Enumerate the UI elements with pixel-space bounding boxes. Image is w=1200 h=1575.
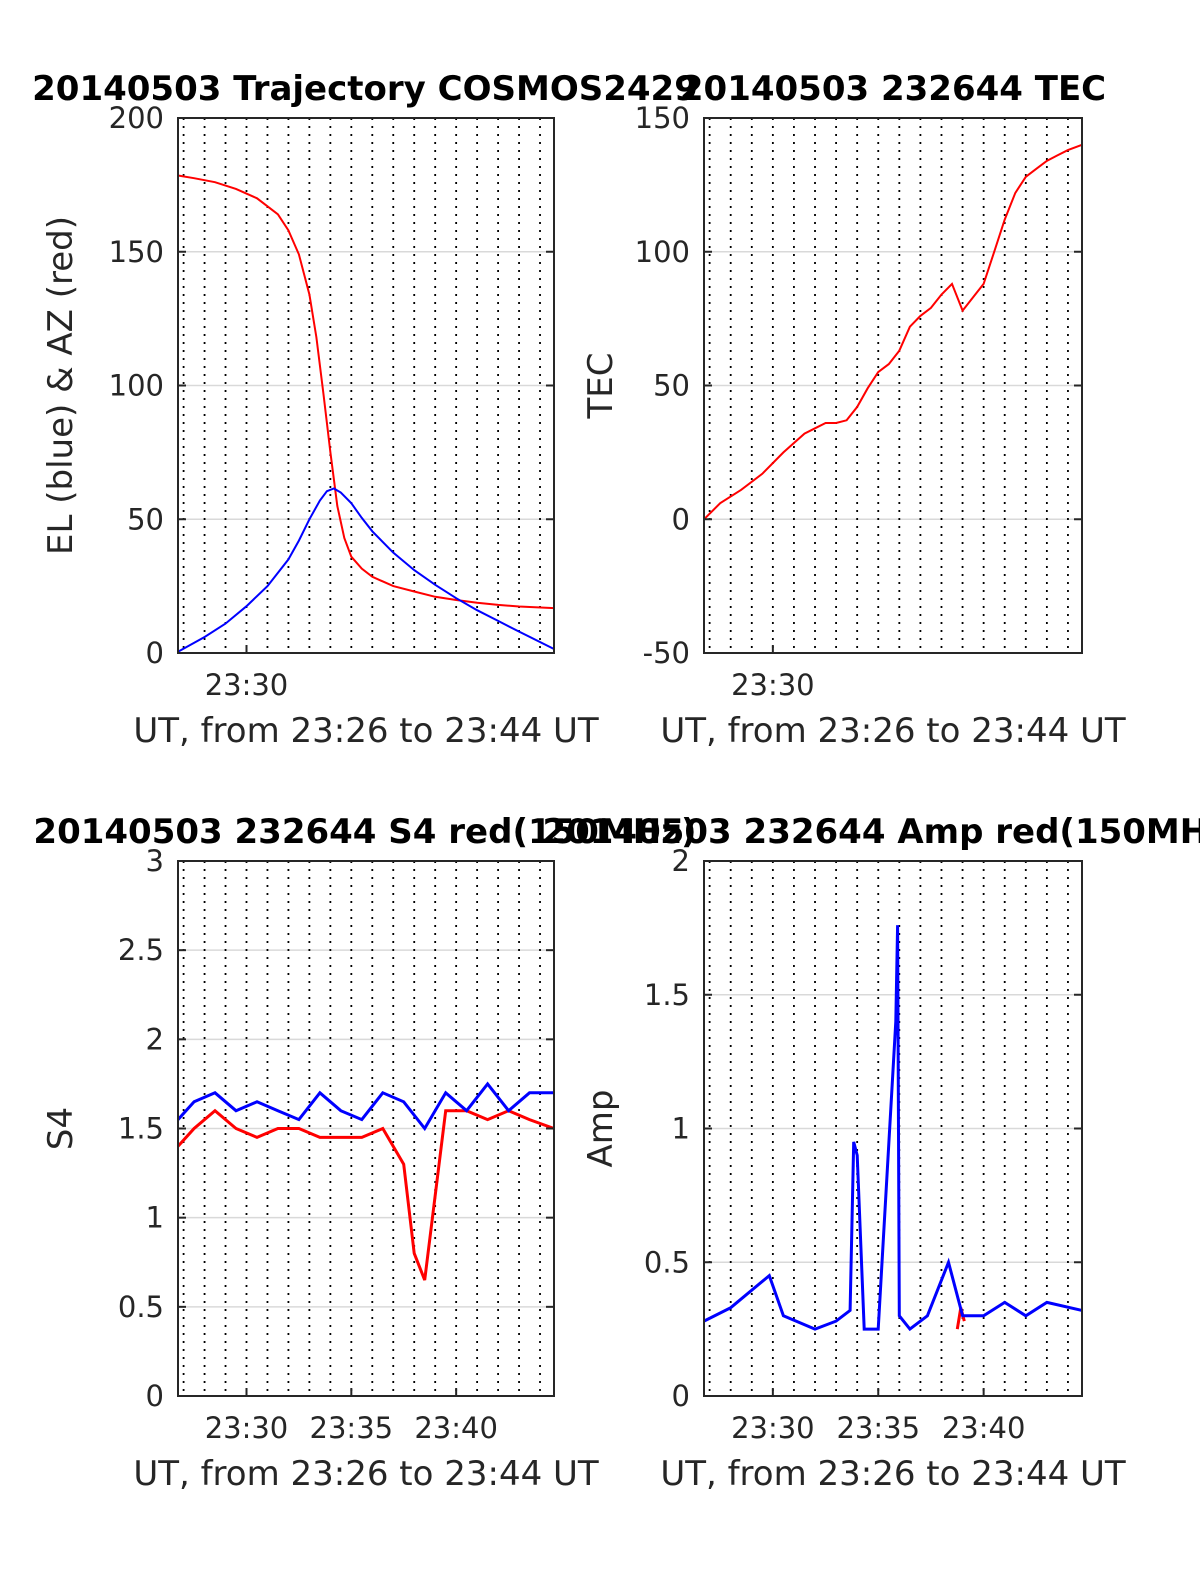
x-tick-label: 23:40 xyxy=(414,1411,498,1445)
data-series xyxy=(176,1081,555,1281)
data-series xyxy=(177,174,555,653)
amp-panel: 0 0.5 1 1.5 2 23:30 23:35 23:40 20140503 232644… xyxy=(542,812,1200,1494)
tick-labels: 0 0.5 1 1.5 2 23:30 23:35 23:40 xyxy=(644,844,1082,1445)
y-tick-label: 100 xyxy=(109,369,164,403)
grid-lines xyxy=(704,117,1082,654)
data-series xyxy=(703,143,1083,521)
y-tick-label: 0 xyxy=(672,1379,690,1413)
trajectory-panel: 0 50 100 150 200 23:30 20140503 Trajectory CO… xyxy=(32,69,698,751)
y-axis-label: EL (blue) & AZ (red) xyxy=(41,216,81,555)
y-tick-label: 50 xyxy=(127,502,164,536)
y-tick-label: 0 xyxy=(146,636,164,670)
y-tick-label: 1.5 xyxy=(644,978,690,1012)
y-tick-label: 2 xyxy=(672,844,690,878)
y-tick-label: 0.5 xyxy=(644,1245,690,1279)
y-tick-label: 2 xyxy=(146,1022,164,1056)
tec-panel: -50 0 50 100 150 23:30 20140503 232644 TEC UT… xyxy=(581,69,1126,751)
grid-lines xyxy=(704,860,1082,1397)
y-tick-label: 1 xyxy=(146,1201,164,1235)
series-line-blue xyxy=(703,925,1083,1332)
chart-title: 20140503 232644 TEC xyxy=(680,69,1106,109)
s4-panel: 0 0.5 1 1.5 2 2.5 3 23:30 23:35 23:40 20140503 23… xyxy=(33,812,696,1494)
y-tick-label: 150 xyxy=(109,235,164,269)
data-series xyxy=(703,925,1083,1332)
series-line-blue xyxy=(177,487,555,653)
y-tick-label: 1 xyxy=(672,1112,690,1146)
series-line-red xyxy=(176,1108,555,1281)
y-tick-label: 0 xyxy=(146,1379,164,1413)
y-tick-label: 3 xyxy=(146,844,164,878)
chart-title: 20140503 Trajectory COSMOS2429 xyxy=(32,69,698,109)
y-axis-label: TEC xyxy=(581,353,621,420)
x-tick-label: 23:35 xyxy=(310,1411,394,1445)
y-tick-label: 100 xyxy=(635,235,690,269)
y-tick-label: 0 xyxy=(672,502,690,536)
x-tick-label: 23:30 xyxy=(731,1411,815,1445)
x-axis-label: UT, from 23:26 to 23:44 UT xyxy=(660,711,1126,751)
x-tick-label: 23:30 xyxy=(205,668,289,702)
series-line-blue xyxy=(176,1081,554,1132)
x-axis-label: UT, from 23:26 to 23:44 UT xyxy=(133,711,599,751)
chart-title: 20140503 232644 S4 red(150MHz) xyxy=(33,812,696,852)
y-axis-label: S4 xyxy=(41,1107,81,1150)
y-tick-label: 200 xyxy=(109,101,164,135)
y-tick-label: 150 xyxy=(635,101,690,135)
x-axis-label: UT, from 23:26 to 23:44 UT xyxy=(133,1454,599,1494)
x-tick-label: 23:35 xyxy=(836,1411,920,1445)
y-axis-label: Amp xyxy=(581,1090,621,1168)
x-tick-label: 23:40 xyxy=(942,1411,1026,1445)
tick-labels: 0 0.5 1 1.5 2 2.5 3 23:30 23:35 23:40 xyxy=(118,844,554,1445)
series-line-red xyxy=(177,174,555,610)
chart-title: 20140503 232644 Amp red(150MHz) xyxy=(542,812,1200,852)
x-tick-label: 23:30 xyxy=(205,1411,289,1445)
y-tick-label: -50 xyxy=(643,636,690,670)
grid-lines xyxy=(178,860,554,1397)
y-tick-label: 50 xyxy=(653,369,690,403)
y-tick-label: 1.5 xyxy=(118,1112,164,1146)
y-tick-label: 0.5 xyxy=(118,1290,164,1324)
y-tick-label: 2.5 xyxy=(118,933,164,967)
x-axis-label: UT, from 23:26 to 23:44 UT xyxy=(660,1454,1126,1494)
tick-labels: 0 50 100 150 200 23:30 xyxy=(109,101,554,702)
series-line-red xyxy=(703,143,1083,521)
tick-labels: -50 0 50 100 150 23:30 xyxy=(635,101,1082,702)
x-tick-label: 23:30 xyxy=(731,668,815,702)
